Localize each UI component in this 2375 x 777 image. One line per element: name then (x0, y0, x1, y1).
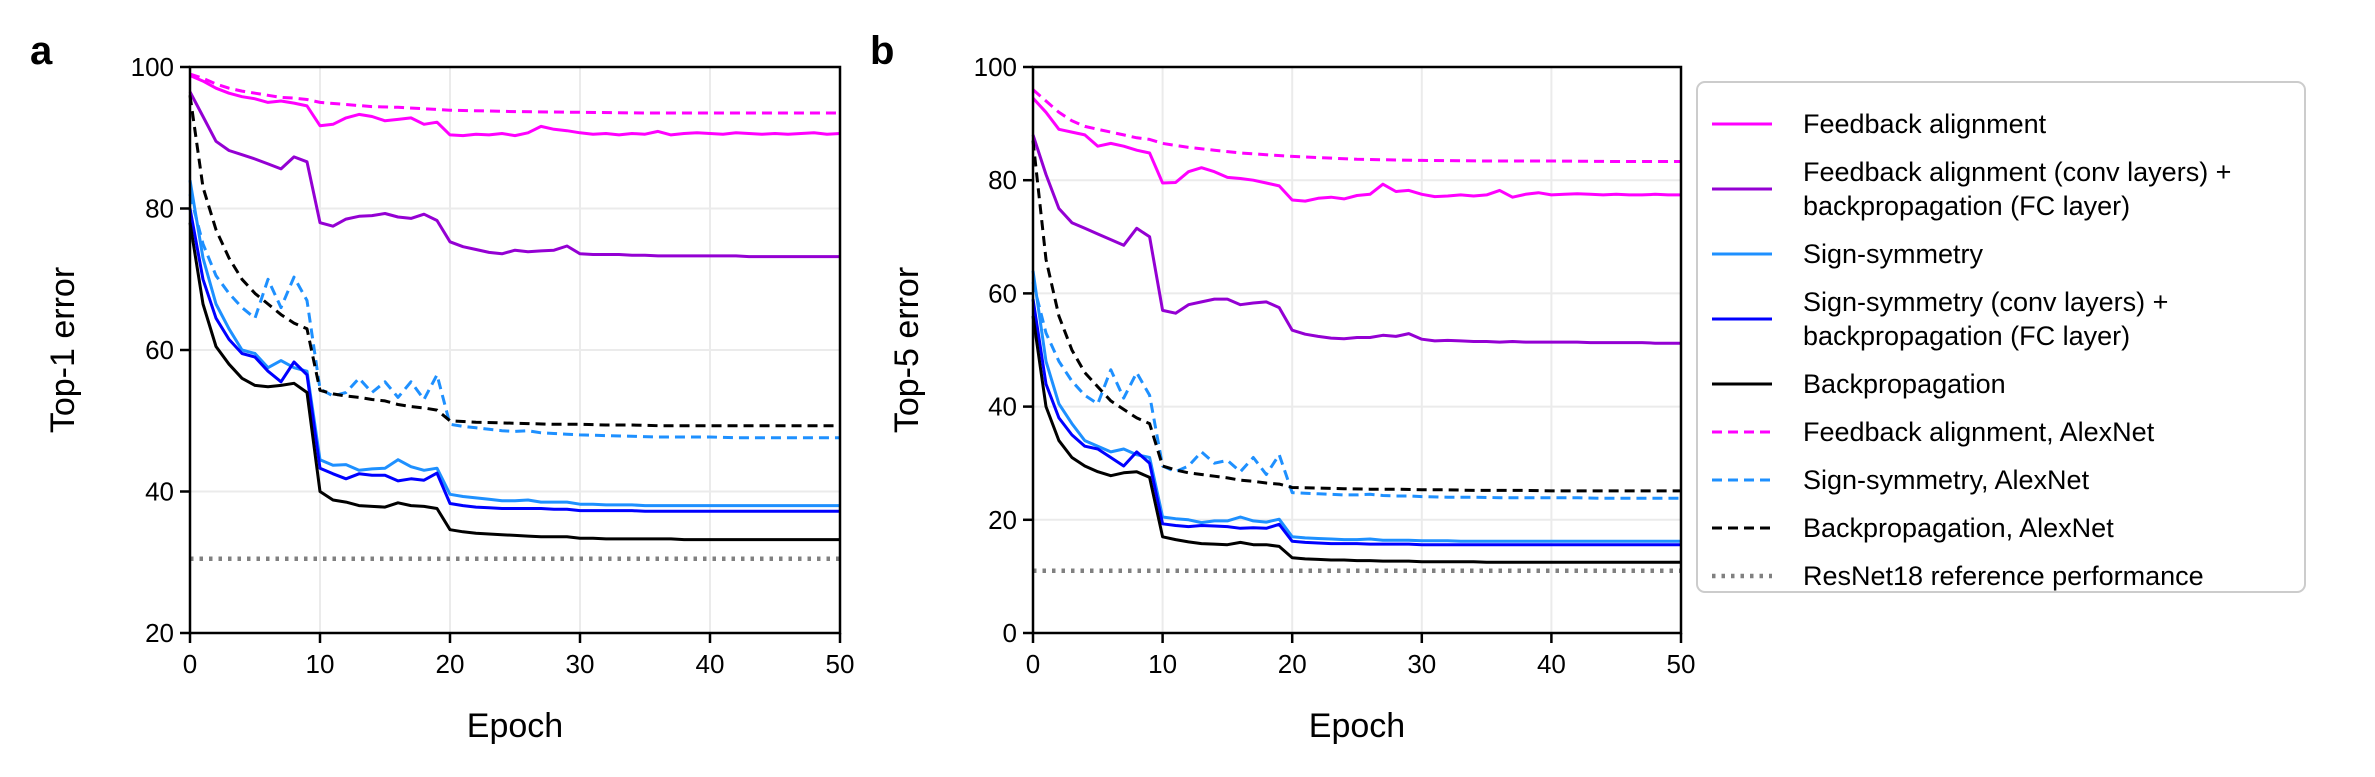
panel-letter-a: a (30, 29, 53, 73)
legend-label-sign-symmetry-conv-layers-backpropagation-fc-layer-line-2: backpropagation (FC layer) (1803, 321, 2130, 351)
panel-b-ytick-label-20: 20 (988, 505, 1017, 535)
panel-b-ytick-label-100: 100 (974, 52, 1017, 82)
panel-b-xtick-label-50: 50 (1667, 649, 1696, 679)
panel-a-xtick-label-50: 50 (826, 649, 855, 679)
panel-a-series-sign-symmetry (188, 179, 840, 508)
legend-label-feedback-alignment-conv-layers-backpropagation-fc-layer-line-2: backpropagation (FC layer) (1803, 191, 2130, 221)
panel-a-series-sign-symmetry-alexnet (188, 193, 840, 440)
panel-a-xtick-label-30: 30 (566, 649, 595, 679)
panel-a-xtick-label-40: 40 (696, 649, 725, 679)
panel-b-series-feedback-alignment-conv-layers-backpropagation-fc-layer (1031, 134, 1681, 345)
panel-b-ytick-label-0: 0 (1003, 618, 1017, 648)
legend: Feedback alignment Feedback alignment (co… (1696, 81, 2306, 593)
panel-a-series (188, 72, 841, 561)
panel-b-frame (1031, 65, 1683, 635)
panel-b-xtick-label-40: 40 (1537, 649, 1566, 679)
panel-a-ytick-label-100: 100 (131, 52, 174, 82)
legend-label-sign-symmetry: Sign-symmetry (1803, 239, 1984, 269)
panel-b-xtick-label-20: 20 (1278, 649, 1307, 679)
panel-b-xtick-label-30: 30 (1407, 649, 1436, 679)
panel-b-xtick-label-10: 10 (1148, 649, 1177, 679)
panel-a-series-backpropagation (188, 222, 840, 542)
panel-a-ticks: 0 10 20 30 40 50 20 40 60 80 100 (131, 52, 855, 679)
legend-label-feedback-alignment-conv-layers-backpropagation-fc-layer-line-1: Feedback alignment (conv layers) + (1803, 157, 2231, 187)
legend-label-feedback-alignment: Feedback alignment (1803, 109, 2047, 139)
panel-b: b 0 10 20 30 40 50 0 20 40 60 80 100 Epoch Top-5 er… (870, 29, 1695, 745)
panel-a: a 0 10 20 30 40 50 20 40 60 80 100 Epoch Top-1 err… (30, 29, 854, 745)
legend-label-backpropagation: Backpropagation (1803, 369, 2006, 399)
panel-b-series-feedback-alignment (1031, 97, 1681, 203)
panel-a-ytick-label-20: 20 (145, 618, 174, 648)
panel-b-series-feedback-alignment-alexnet (1032, 88, 1681, 163)
legend-label-backpropagation-alexnet: Backpropagation, AlexNet (1803, 513, 2114, 543)
legend-box (1696, 81, 2306, 593)
panel-a-xtick-label-20: 20 (436, 649, 465, 679)
panel-a-xlabel: Epoch (467, 707, 563, 745)
panel-b-series (1031, 88, 1681, 573)
legend-label-resnet18-reference-performance: ResNet18 reference performance (1803, 561, 2204, 591)
panel-a-series-backpropagation-alexnet (188, 95, 840, 428)
panel-a-ylabel: Top-1 error (44, 267, 82, 433)
panel-b-series-sign-symmetry-conv-layers-backpropagation-fc-layer (1031, 298, 1681, 547)
panel-a-xtick-label-10: 10 (306, 649, 335, 679)
legend-label-sign-symmetry-alexnet: Sign-symmetry, AlexNet (1803, 465, 2090, 495)
legend-label-sign-symmetry-conv-layers-backpropagation-fc-layer-line-1: Sign-symmetry (conv layers) + (1803, 287, 2168, 317)
panel-b-series-backpropagation-alexnet (1031, 140, 1681, 493)
panel-a-series-feedback-alignment-conv-layers-backpropagation-fc-layer (188, 91, 840, 259)
panel-letter-b: b (870, 29, 894, 73)
panel-a-series-feedback-alignment-alexnet (189, 72, 840, 115)
panel-a-series-sign-symmetry-conv-layers-backpropagation-fc-layer (188, 208, 840, 513)
panel-b-xtick-label-0: 0 (1026, 649, 1040, 679)
legend-label-feedback-alignment-alexnet: Feedback alignment, AlexNet (1803, 417, 2155, 447)
panel-b-ticks: 0 10 20 30 40 50 0 20 40 60 80 100 (974, 52, 1696, 679)
legend-items: Feedback alignment Feedback alignment (co… (1712, 109, 2231, 591)
panel-a-xtick-label-0: 0 (183, 649, 197, 679)
panel-a-ytick-label-80: 80 (145, 194, 174, 224)
panel-b-ylabel: Top-5 error (888, 267, 926, 433)
panel-b-xlabel: Epoch (1309, 707, 1405, 745)
panel-a-series-feedback-alignment (189, 74, 841, 138)
panel-b-ytick-label-60: 60 (988, 278, 1017, 308)
panel-a-ytick-label-40: 40 (145, 477, 174, 507)
panel-a-ytick-label-60: 60 (145, 335, 174, 365)
panel-b-series-sign-symmetry-alexnet (1031, 281, 1681, 500)
panel-b-ytick-label-40: 40 (988, 392, 1017, 422)
panel-b-series-backpropagation (1031, 315, 1681, 564)
panel-b-ytick-label-80: 80 (988, 165, 1017, 195)
